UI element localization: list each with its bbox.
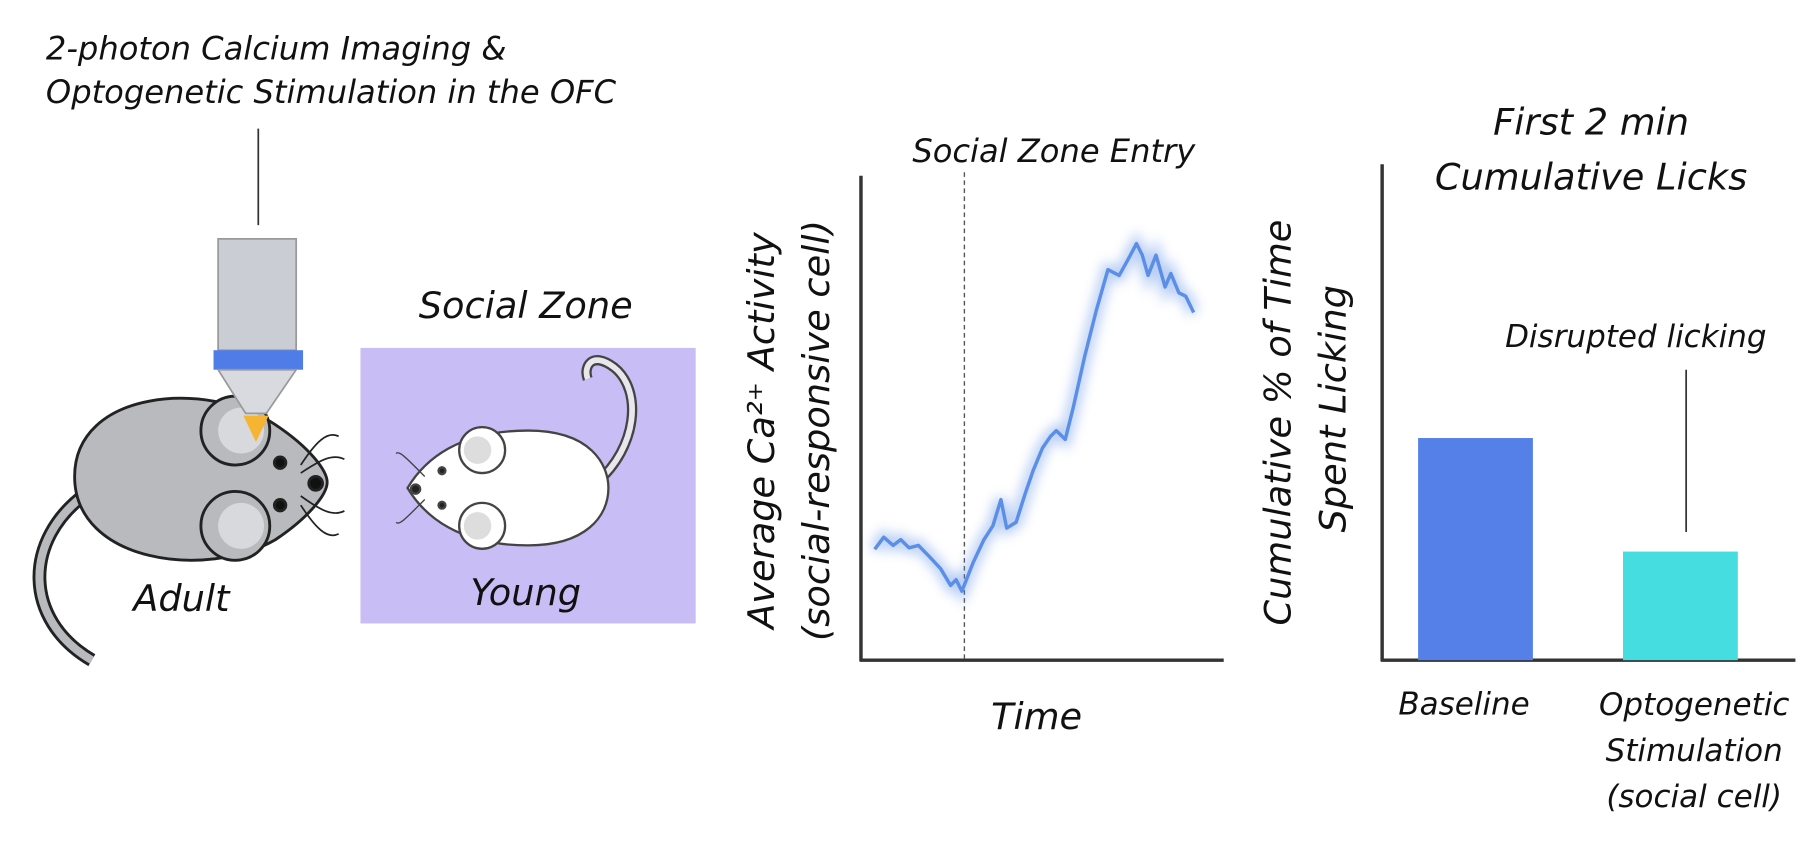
x-tick-label: Optogenetic Stimulation (social cell): [1599, 687, 1789, 815]
y-axis-label: (social-responsive cell): [795, 220, 838, 641]
adult-mouse: [32, 394, 345, 667]
bar: [1623, 551, 1738, 661]
method-label: 2-photon Calcium Imaging &: [46, 30, 507, 68]
young-mouse: [395, 355, 638, 550]
annotation: Disrupted licking: [1505, 319, 1767, 355]
adult-label: Adult: [131, 577, 231, 620]
zone-label: Social Zone: [419, 284, 633, 327]
objective: [213, 238, 304, 443]
y-axis-label: Average Ca²⁺ Activity: [740, 231, 783, 631]
x-tick-label: Baseline: [1398, 687, 1529, 723]
y-axis-label: Spent Licking: [1312, 285, 1355, 532]
method-label: Optogenetic Stimulation in the OFC: [46, 73, 617, 111]
line: [873, 241, 1196, 593]
x-axis-label: Time: [991, 695, 1082, 738]
chart-title: First 2 min: [1493, 101, 1689, 144]
young-label: Young: [470, 571, 581, 614]
chart-title: Cumulative Licks: [1435, 156, 1748, 199]
y-axis-label: Cumulative % of Time: [1256, 220, 1299, 626]
line-glow: [870, 231, 1199, 606]
bar: [1418, 438, 1533, 661]
event-label: Social Zone Entry: [912, 132, 1196, 170]
